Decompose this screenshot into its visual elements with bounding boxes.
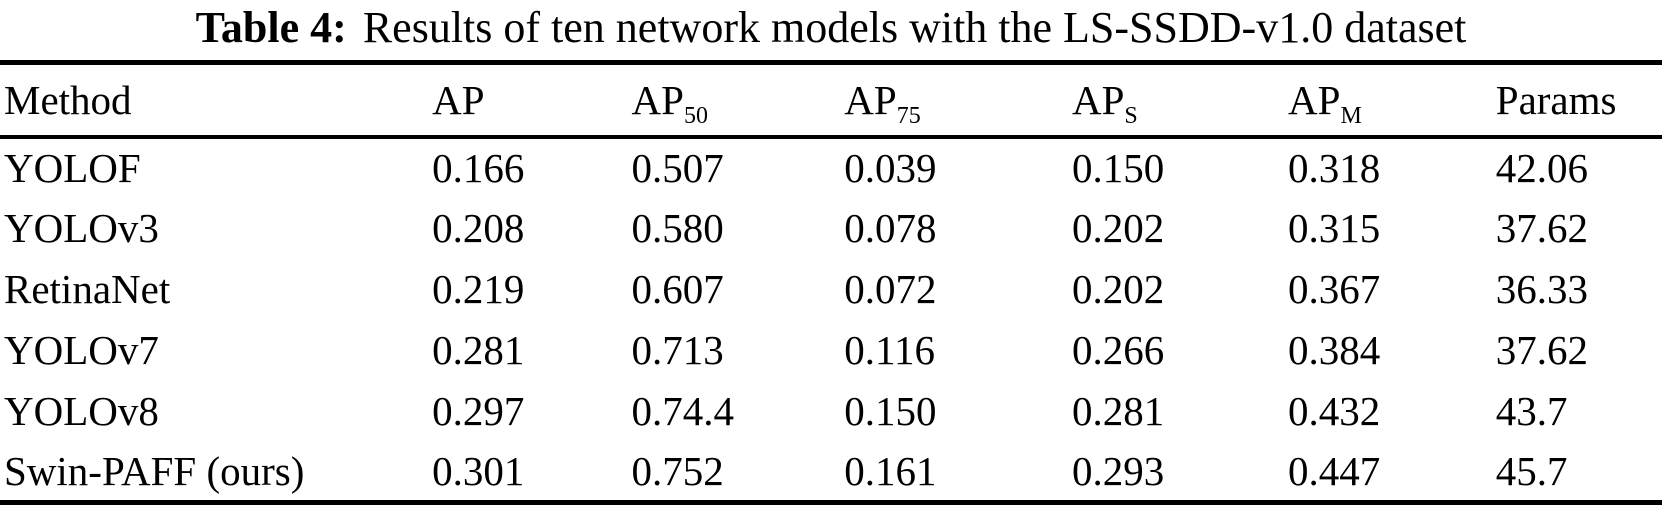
value-cell: 0.580: [631, 205, 724, 251]
table-caption-text: Results of ten network models with the L…: [362, 3, 1467, 52]
value-cell: 45.7: [1495, 447, 1568, 494]
value-cell: 37.62: [1495, 205, 1589, 251]
table-row: Swin-PAFF (ours) 0.301 0.752 0.161 0.293…: [0, 442, 1662, 503]
method-cell: Swin-PAFF (ours): [4, 447, 305, 494]
table-row: RetinaNet 0.219 0.607 0.072 0.202 0.367 …: [0, 259, 1662, 320]
value-cell: 0.318: [1288, 145, 1381, 191]
value-cell: 37.62: [1495, 327, 1589, 373]
value-cell: 0.713: [631, 327, 724, 373]
value-cell: 0.74.4: [631, 388, 735, 434]
table-caption: Table 4: Results of ten network models wi…: [0, 0, 1662, 60]
results-table: Method AP AP50 AP75 APS APM Params YOLOF…: [0, 60, 1662, 505]
value-cell: 0.384: [1288, 327, 1381, 373]
column-header-ap75: AP75: [844, 76, 921, 129]
value-cell: 0.208: [432, 205, 525, 251]
column-header-apm: APM: [1288, 76, 1362, 129]
value-cell: 0.752: [631, 447, 724, 494]
value-cell: 0.072: [844, 266, 937, 312]
value-cell: 0.150: [844, 388, 937, 434]
value-cell: 0.281: [1071, 388, 1165, 434]
value-cell: 0.078: [844, 205, 937, 251]
value-cell: 0.266: [1071, 327, 1165, 373]
column-header-aps: APS: [1071, 76, 1138, 129]
value-cell: 0.367: [1288, 266, 1381, 312]
value-cell: 0.202: [1071, 205, 1165, 251]
value-cell: 0.447: [1288, 447, 1381, 494]
column-header-ap: AP: [432, 76, 485, 123]
method-cell: YOLOv8: [4, 388, 159, 434]
value-cell: 0.202: [1071, 266, 1165, 312]
table-row: YOLOv3 0.208 0.580 0.078 0.202 0.315 37.…: [0, 198, 1662, 259]
method-cell: YOLOv7: [4, 327, 159, 373]
value-cell: 43.7: [1495, 388, 1568, 434]
column-header-ap50: AP50: [631, 76, 708, 129]
value-cell: 0.116: [844, 327, 936, 373]
value-cell: 0.315: [1288, 205, 1381, 251]
value-cell: 0.281: [432, 327, 525, 373]
table-row: YOLOF 0.166 0.507 0.039 0.150 0.318 42.0…: [0, 137, 1662, 198]
method-cell: RetinaNet: [4, 266, 171, 312]
value-cell: 0.293: [1071, 447, 1165, 494]
method-cell: YOLOF: [4, 145, 141, 191]
value-cell: 36.33: [1495, 266, 1589, 312]
value-cell: 0.607: [631, 266, 724, 312]
value-cell: 0.297: [432, 388, 525, 434]
value-cell: 0.150: [1071, 145, 1165, 191]
table-row: YOLOv8 0.297 0.74.4 0.150 0.281 0.432 43…: [0, 381, 1662, 442]
value-cell: 0.219: [432, 266, 525, 312]
column-header-method: Method: [4, 76, 132, 123]
value-cell: 0.161: [844, 447, 937, 494]
table-row: YOLOv7 0.281 0.713 0.116 0.266 0.384 37.…: [0, 320, 1662, 381]
value-cell: 0.039: [844, 145, 937, 191]
value-cell: 0.301: [432, 447, 525, 494]
value-cell: 42.06: [1495, 145, 1589, 191]
value-cell: 0.432: [1288, 388, 1381, 434]
value-cell: 0.166: [432, 145, 525, 191]
table-caption-label: Table 4:: [195, 3, 347, 52]
method-cell: YOLOv3: [4, 205, 159, 251]
column-header-params: Params: [1495, 76, 1617, 123]
value-cell: 0.507: [631, 145, 724, 191]
header-row: Method AP AP50 AP75 APS APM Params: [0, 63, 1662, 137]
